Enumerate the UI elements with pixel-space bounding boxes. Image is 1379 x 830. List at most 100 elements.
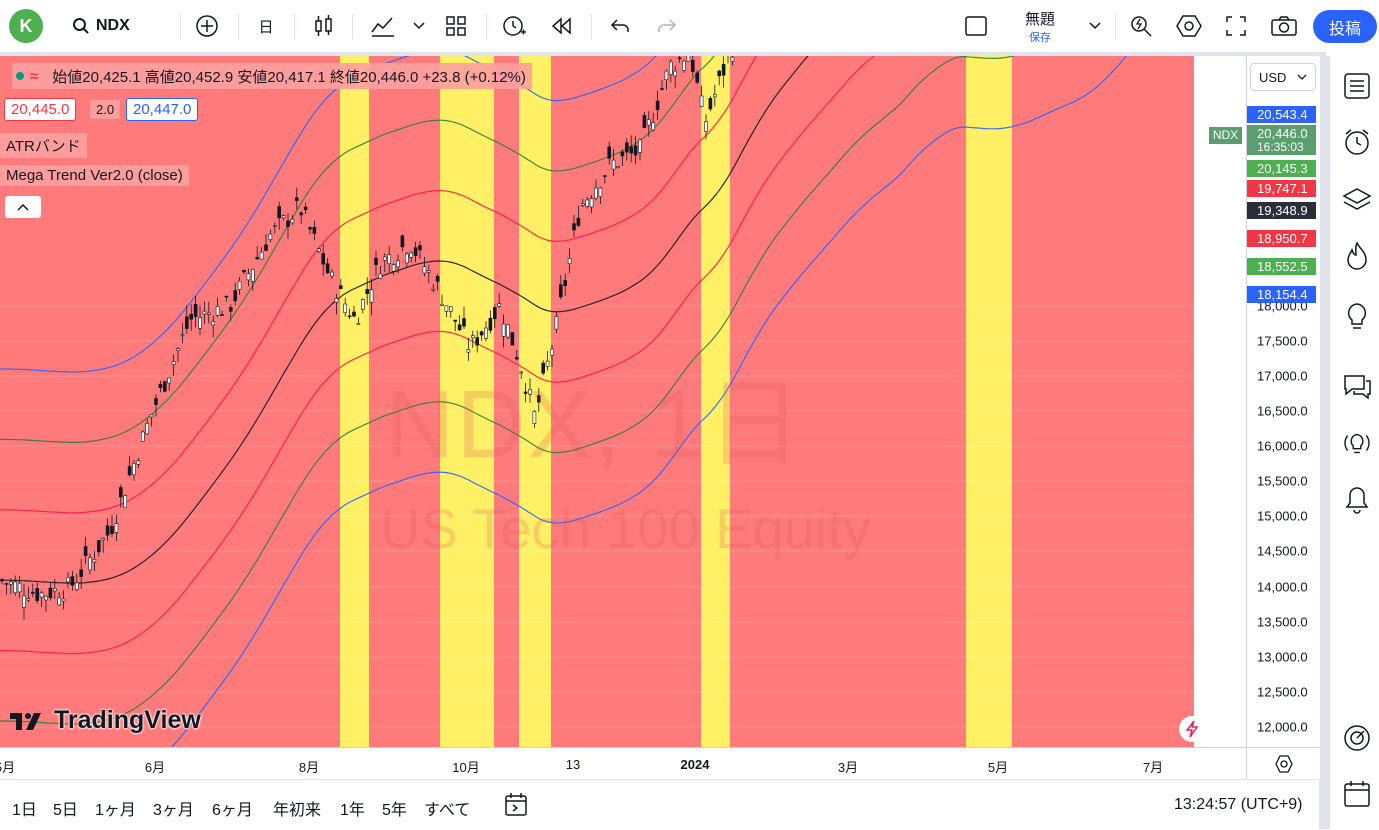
- settings-button[interactable]: [1174, 10, 1204, 42]
- range-button[interactable]: 3ヶ月: [153, 802, 194, 819]
- lightbulb-icon: [1347, 303, 1367, 329]
- price-tick-label: 17,500.0: [1257, 333, 1308, 349]
- chevron-down-icon: [1297, 74, 1307, 80]
- candle-body: [132, 463, 136, 476]
- indicators-icon: [371, 17, 394, 37]
- candle-body: [334, 298, 339, 303]
- fullscreen-button[interactable]: [1221, 10, 1251, 42]
- multi-chart-toggle[interactable]: [961, 10, 991, 42]
- candle-body: [426, 270, 431, 273]
- buy-price-button[interactable]: 20,447.0: [126, 98, 199, 121]
- axis-settings-button[interactable]: [1246, 747, 1320, 780]
- layout-title[interactable]: 無題 保存: [1010, 8, 1070, 45]
- candle-body: [475, 337, 480, 346]
- price-tick-label: 13,000.0: [1257, 649, 1308, 665]
- range-button[interactable]: 1日: [12, 802, 37, 819]
- candle-body: [541, 362, 546, 374]
- atr-basis-line: [0, 56, 809, 584]
- symbol-search-button[interactable]: NDX: [72, 10, 130, 42]
- ideas-button[interactable]: [1341, 300, 1373, 332]
- candle-body: [431, 288, 436, 291]
- alert-button[interactable]: [498, 10, 530, 42]
- candle-body: [418, 245, 422, 251]
- candle-body: [215, 306, 220, 316]
- undo-button[interactable]: [604, 10, 636, 42]
- candle-body: [453, 319, 458, 322]
- price-tick-label: 15,000.0: [1257, 508, 1308, 524]
- time-tick-label: 2024: [680, 757, 710, 772]
- collapse-legend-button[interactable]: [5, 196, 41, 218]
- candle-body: [690, 59, 695, 72]
- time-tick-label: 6月: [144, 760, 166, 775]
- candle-body: [281, 215, 286, 219]
- candle-body: [127, 466, 132, 476]
- range-button[interactable]: 1ヶ月: [95, 802, 136, 819]
- range-button[interactable]: 年初来: [273, 802, 322, 819]
- indicator-mega-trend[interactable]: Mega Trend Ver2.0 (close): [0, 165, 189, 186]
- tradingview-logo[interactable]: TradingView: [8, 706, 201, 735]
- candle-body: [391, 264, 396, 272]
- snapshot-button[interactable]: [1268, 10, 1300, 42]
- range-button[interactable]: 5日: [53, 802, 78, 819]
- candle-body: [712, 94, 717, 98]
- candle-body: [378, 273, 383, 279]
- redo-icon: [658, 19, 677, 32]
- publish-button[interactable]: 投稿: [1313, 10, 1377, 43]
- candle-body: [294, 197, 299, 201]
- layout-dropdown[interactable]: [1085, 10, 1105, 42]
- notifications-button[interactable]: [1341, 484, 1373, 516]
- quick-search-button[interactable]: [1126, 10, 1156, 42]
- candle-body: [572, 223, 576, 231]
- plus-circle-icon: [196, 15, 218, 37]
- candle-body: [519, 371, 524, 374]
- candle-body: [88, 557, 92, 571]
- object-tree-button[interactable]: [1341, 184, 1373, 216]
- range-button[interactable]: 5年: [382, 802, 407, 819]
- price-axis[interactable]: 18,000.0 17,500.0 17,000.0 16,500.0 16,000.0…: [1246, 56, 1320, 747]
- candle-body: [97, 539, 101, 553]
- list-icon: [1344, 73, 1370, 99]
- compare-add-button[interactable]: [191, 10, 223, 42]
- price-chart[interactable]: [0, 56, 1246, 747]
- replay-button[interactable]: [546, 10, 578, 42]
- candle-body: [352, 311, 356, 317]
- chart-pane[interactable]: NDX, 1日 US Tech 100 Equity: [0, 56, 1246, 747]
- indicator-atr-band[interactable]: ATRバンド: [0, 133, 87, 158]
- range-button[interactable]: 1年: [340, 802, 365, 819]
- user-avatar[interactable]: K: [9, 9, 43, 43]
- gauge-icon: [1344, 725, 1370, 751]
- watchlist-button[interactable]: [1341, 70, 1373, 102]
- hotlists-button[interactable]: [1341, 240, 1373, 272]
- candle-body: [633, 145, 638, 156]
- candle-body: [501, 323, 506, 337]
- chart-type-button[interactable]: [309, 10, 339, 42]
- clock-timezone[interactable]: 13:24:57 (UTC+9): [1174, 796, 1303, 813]
- tradingview-wordmark: TradingView: [54, 706, 201, 734]
- chat-button[interactable]: [1341, 370, 1373, 402]
- dom-button[interactable]: [1341, 722, 1373, 754]
- neutral-zone: [440, 56, 494, 747]
- candle-body: [180, 334, 185, 337]
- currency-select[interactable]: USD: [1250, 63, 1316, 91]
- goto-date-button[interactable]: [503, 792, 531, 823]
- candle-body: [488, 317, 493, 331]
- redo-button[interactable]: [651, 10, 683, 42]
- candle-body: [695, 72, 700, 83]
- indicators-dropdown[interactable]: [409, 10, 429, 42]
- save-label[interactable]: 保存: [1029, 32, 1051, 44]
- calendar-button[interactable]: [1341, 778, 1373, 810]
- streams-button[interactable]: [1341, 428, 1373, 460]
- interval-button[interactable]: 日: [258, 18, 274, 36]
- range-button[interactable]: すべて: [424, 802, 471, 819]
- deep-backtest-button[interactable]: [1179, 716, 1205, 742]
- indicators-button[interactable]: [367, 10, 399, 42]
- sell-price-button[interactable]: 20,445.0: [4, 98, 77, 121]
- candle-body: [686, 56, 691, 62]
- candle-body: [290, 218, 295, 224]
- range-button[interactable]: 6ヶ月: [212, 802, 253, 819]
- alerts-button[interactable]: [1341, 126, 1373, 158]
- candle-body: [13, 581, 17, 593]
- time-axis[interactable]: 5月 6月 8月 10月 13 2024 3月 5月 7月: [0, 747, 1246, 780]
- layout-button[interactable]: [440, 10, 472, 42]
- neutral-zone: [340, 56, 369, 747]
